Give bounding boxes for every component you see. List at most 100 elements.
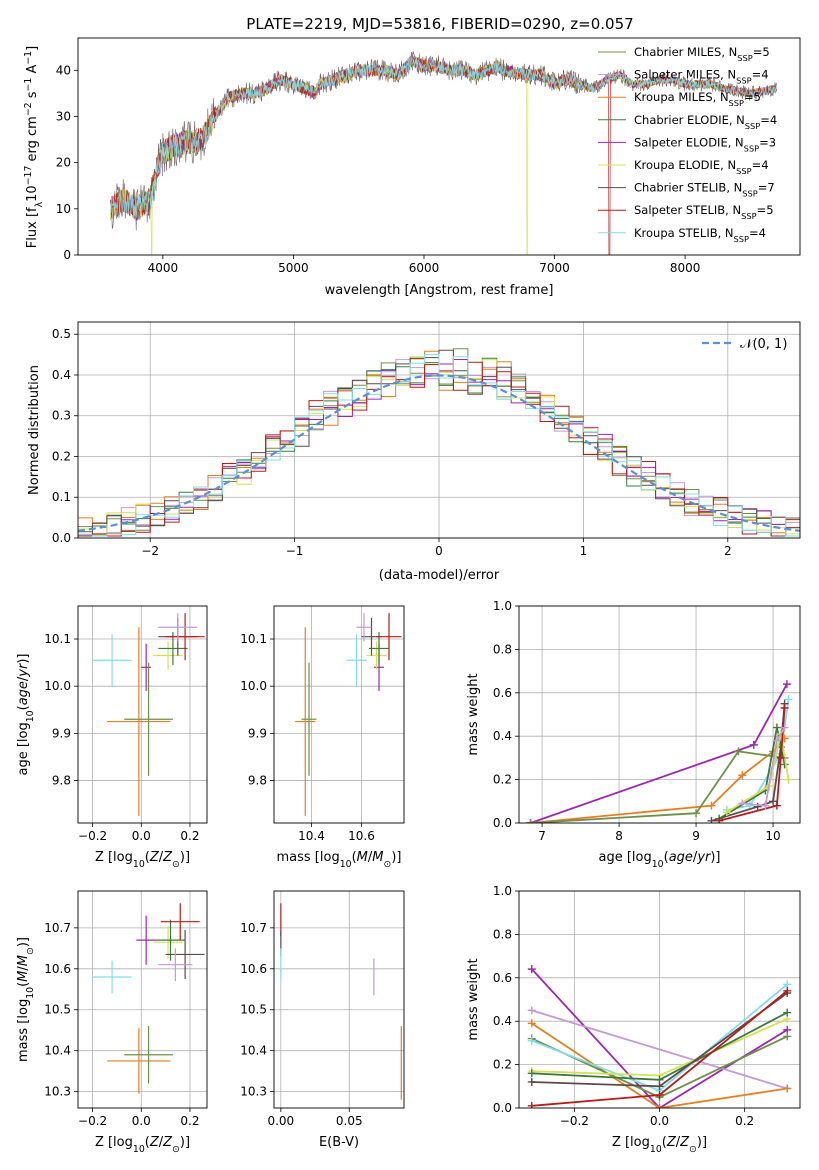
x-tick-label: 4000 bbox=[148, 261, 179, 275]
panels: 4000 5000 6000 7000 8000010203040wavelength … bbox=[16, 37, 801, 1155]
grid bbox=[274, 606, 404, 823]
axes-frame bbox=[77, 605, 208, 824]
x-tick-label: 10 bbox=[765, 829, 780, 843]
weight-marker bbox=[527, 1101, 536, 1108]
weight-marker bbox=[707, 801, 716, 810]
y-tick-label: 30 bbox=[56, 109, 71, 123]
y-tick-label: 10.0 bbox=[44, 679, 71, 693]
x-tick-label: 7000 bbox=[539, 261, 570, 275]
weight-marker bbox=[707, 816, 716, 823]
legend-label: Kroupa STELIB, NSSP=4 bbox=[634, 226, 766, 244]
weight-marker bbox=[526, 819, 535, 823]
y-tick-label: 0 bbox=[63, 248, 71, 262]
y-tick-label: 10.1 bbox=[44, 632, 71, 646]
weight-line bbox=[718, 707, 786, 822]
y-tick-label: 10.7 bbox=[44, 921, 71, 935]
panel-weight-vs-age: 7 8 9 10 0.0 0.2 0.4 0.6 0.8 1.0 age [log10(age/yr… bbox=[466, 599, 801, 870]
legend-label: Kroupa ELODIE, NSSP=4 bbox=[634, 158, 769, 176]
y-tick-label: 10.6 bbox=[240, 962, 267, 976]
weight-marker bbox=[769, 797, 778, 806]
gaussian-reference-line bbox=[78, 374, 800, 532]
legend-label: Salpeter ELODIE, NSSP=3 bbox=[634, 135, 776, 153]
weight-marker bbox=[772, 736, 781, 745]
weight-marker bbox=[782, 680, 791, 689]
y-tick-label: 0.2 bbox=[52, 449, 71, 463]
axes-frame bbox=[273, 605, 405, 824]
y-tick-label: 20 bbox=[56, 156, 71, 170]
panel-age-vs-Z: −0.2 0.0 0.2 9.8 9.9 10.0 10.1 Z [log10(Z/Z⊙)] a… bbox=[16, 605, 208, 870]
x-tick-label: 0.00 bbox=[267, 1114, 294, 1128]
y-tick-label: 0.8 bbox=[493, 927, 512, 941]
x-tick-label: −0.2 bbox=[78, 829, 107, 843]
weight-marker bbox=[783, 1084, 792, 1093]
legend-label: Salpeter MILES, NSSP=4 bbox=[634, 68, 769, 86]
weight-marker bbox=[527, 1069, 536, 1078]
weight-marker bbox=[655, 1082, 664, 1091]
weight-marker bbox=[715, 816, 724, 823]
weight-marker bbox=[655, 1090, 664, 1099]
weight-marker bbox=[780, 703, 789, 712]
grid bbox=[78, 891, 207, 1108]
axes-frame bbox=[77, 890, 208, 1109]
y-axis-label: Normed distribution bbox=[27, 365, 42, 495]
y-tick-label: 10.6 bbox=[44, 962, 71, 976]
weight-marker bbox=[780, 723, 789, 732]
x-tick-label: 0 bbox=[435, 544, 443, 558]
y-axis-label: mass weight bbox=[466, 958, 481, 1040]
y-tick-label: 0.2 bbox=[493, 1058, 512, 1072]
y-tick-label: 9.9 bbox=[52, 726, 71, 740]
x-tick-label: −0.2 bbox=[78, 1114, 107, 1128]
plot-area bbox=[110, 51, 777, 255]
y-axis-label: mass [log10(M/M⊙)] bbox=[16, 937, 36, 1062]
weight-marker bbox=[761, 801, 770, 810]
panel-mass-vs-ebv: 0.00 0.05 10.3 10.4 10.5 10.6 10.7 E(B-V) bbox=[240, 890, 405, 1150]
weight-marker bbox=[784, 775, 793, 784]
y-tick-label: 0.6 bbox=[493, 971, 512, 985]
weight-marker bbox=[527, 1036, 536, 1045]
x-tick-label: 10.6 bbox=[348, 829, 375, 843]
y-tick-label: 10.4 bbox=[44, 1044, 71, 1058]
x-tick-label: −1 bbox=[286, 544, 304, 558]
panel-age-vs-mass: 10.4 10.6 9.8 9.9 10.0 10.1 mass [log10(M/M⊙)] bbox=[240, 605, 405, 870]
y-tick-label: 10.1 bbox=[240, 632, 267, 646]
x-tick-label: 5000 bbox=[278, 261, 309, 275]
x-axis-label: E(B-V) bbox=[319, 1135, 359, 1150]
y-tick-label: 0.0 bbox=[493, 1101, 512, 1115]
weight-line bbox=[726, 733, 790, 813]
x-tick-label: 0.0 bbox=[132, 829, 151, 843]
y-tick-label: 10.3 bbox=[240, 1085, 267, 1099]
weight-marker bbox=[527, 1019, 536, 1028]
y-tick-label: 0.1 bbox=[52, 490, 71, 504]
grid bbox=[78, 606, 207, 823]
x-tick-label: 6000 bbox=[409, 261, 440, 275]
x-tick-label: 1 bbox=[580, 544, 588, 558]
x-tick-label: −0.2 bbox=[560, 1114, 589, 1128]
y-axis-label: mass weight bbox=[466, 673, 481, 755]
weight-marker bbox=[527, 965, 536, 974]
x-tick-label: 0.0 bbox=[650, 1114, 669, 1128]
weight-marker bbox=[772, 801, 781, 810]
weight-marker bbox=[783, 986, 792, 995]
weight-marker bbox=[749, 740, 758, 749]
figure-title: PLATE=2219, MJD=53816, FIBERID=0290, z=0… bbox=[246, 15, 633, 33]
weight-marker bbox=[738, 771, 747, 780]
axes-frame bbox=[77, 37, 801, 256]
plot-area bbox=[92, 613, 205, 816]
y-tick-label: 0.0 bbox=[493, 816, 512, 830]
y-tick-label: 9.9 bbox=[248, 726, 267, 740]
x-tick-label: 7 bbox=[538, 829, 546, 843]
x-axis-label: Z [log10(Z/Z⊙)] bbox=[95, 1135, 190, 1155]
x-tick-label: 9 bbox=[692, 829, 700, 843]
x-tick-label: −2 bbox=[141, 544, 159, 558]
x-tick-label: 10.4 bbox=[298, 829, 325, 843]
x-axis-label: age [log10(age/yr)] bbox=[598, 850, 720, 870]
x-tick-label: 0.2 bbox=[180, 829, 199, 843]
x-axis-label: wavelength [Angstrom, rest frame] bbox=[325, 283, 554, 298]
y-axis-label: age [log10(age/yr)] bbox=[16, 653, 36, 775]
plot-area bbox=[527, 965, 792, 1108]
weight-marker bbox=[784, 695, 793, 704]
legend: Chabrier MILES, NSSP=5 Salpeter MILES, NS… bbox=[598, 45, 777, 244]
plot-area bbox=[78, 348, 800, 537]
weight-line bbox=[531, 1009, 788, 1090]
